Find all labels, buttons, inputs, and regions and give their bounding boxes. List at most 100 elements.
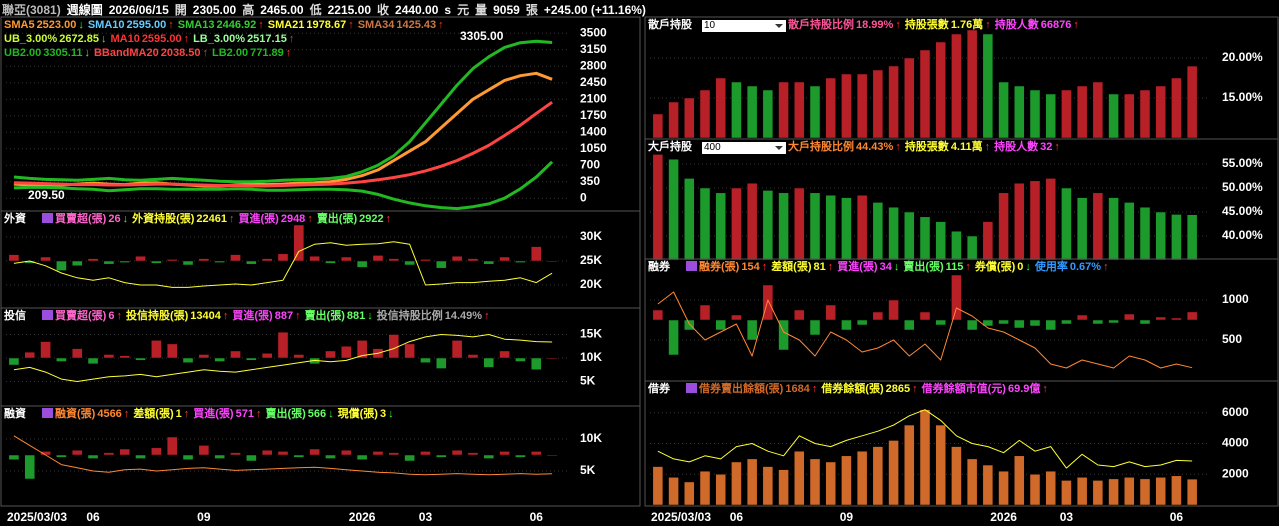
legend-name: 買賣超(張)	[55, 310, 107, 322]
bar	[825, 194, 836, 261]
bar	[420, 357, 431, 363]
bar	[372, 451, 384, 456]
bar	[888, 65, 899, 139]
bar	[1108, 197, 1119, 261]
bar	[261, 449, 273, 456]
bar	[935, 319, 946, 326]
legend-value: 2922	[359, 213, 384, 225]
legend-value: 2672.85	[59, 33, 99, 45]
bar	[746, 319, 758, 341]
bar	[746, 458, 758, 506]
bar	[182, 454, 194, 461]
legend-value: 1978.67	[306, 19, 347, 31]
header-text: 低	[309, 3, 322, 17]
legend-item: SMA10 2595.00 ↑	[88, 18, 176, 32]
legend-value: 2038.50	[160, 47, 201, 59]
line	[13, 100, 553, 188]
legend-name: SMA34	[357, 19, 395, 31]
bar	[1155, 316, 1166, 321]
legend-trend: ↓	[388, 408, 394, 420]
bar	[652, 113, 664, 139]
bar	[135, 357, 146, 361]
legend-trend: ↑	[348, 19, 354, 31]
menu-icon[interactable]	[686, 261, 697, 271]
legend-item: 借券賣出餘額(張) 1684 ↑	[699, 382, 819, 396]
legend-name: 賣出(張)	[316, 213, 358, 225]
panel-frame	[644, 380, 1279, 507]
bar	[888, 440, 899, 506]
bar	[982, 319, 994, 327]
y-tick-label: 30K	[580, 229, 602, 243]
legend-item: 買進(張) 34 ↓	[837, 260, 901, 274]
bar	[198, 258, 210, 262]
bar	[856, 194, 868, 261]
bar	[420, 259, 431, 262]
bar	[71, 449, 83, 456]
legend-name: 賣出(張)	[265, 408, 306, 420]
y-tick-label: 1050	[580, 141, 607, 155]
header-text: 2215.00	[327, 3, 371, 17]
menu-icon[interactable]	[42, 310, 53, 320]
bar	[1029, 319, 1041, 327]
legend-trend: ↑	[827, 261, 834, 273]
bar	[277, 451, 289, 456]
header-text: 收	[377, 3, 390, 17]
y-tick-label: 6000	[1222, 405, 1249, 419]
legend-item: 投信持股(張) 13404 ↑	[126, 309, 230, 323]
bar	[904, 319, 915, 331]
legend-item: 融資(張) 4566 ↑	[55, 407, 131, 421]
legend-item: 現償(張) 3 ↓	[338, 407, 396, 421]
legend-trend: ↑	[123, 408, 130, 420]
legend-trend: ↑	[761, 261, 768, 273]
selector[interactable]: 400	[702, 142, 786, 154]
bar	[340, 449, 352, 456]
menu-icon[interactable]	[42, 213, 53, 223]
y-tick-label: 5K	[580, 463, 596, 477]
header: 聯亞(3081) 週線圖 2026/06/15 開 2305.00 高 2465.00 低 22…	[2, 1, 652, 18]
bar	[277, 253, 289, 262]
annotation: 3305.00	[460, 29, 504, 43]
legend-value: 1425.43	[396, 19, 437, 31]
bar	[1124, 477, 1135, 506]
legend-trend: ↑	[258, 19, 264, 31]
legend: 融資 融資(張) 4566 ↑ 差額(張) 1 ↑ 買進(張) 571 ↑ 賣出(張) 566 ↓ 現償(…	[4, 407, 398, 421]
bar	[668, 319, 679, 356]
selector[interactable]: 10	[702, 20, 786, 32]
menu-icon[interactable]	[42, 408, 53, 418]
bar	[762, 466, 774, 506]
legend-name: 投信持股(張)	[125, 310, 189, 322]
legend-value: 6	[108, 310, 115, 322]
bar	[246, 357, 257, 361]
legend-value: 1.76萬	[950, 19, 984, 31]
bar	[856, 319, 868, 326]
bar	[40, 256, 51, 262]
legend-trend: ↑	[912, 383, 918, 395]
panel-title: 大戶持股	[648, 141, 692, 153]
header-text: 2026/06/15	[108, 3, 169, 17]
bar	[1014, 85, 1025, 139]
bar	[809, 458, 821, 506]
legend-name: 大戶持股比例	[788, 141, 854, 153]
legend-value: 154	[741, 261, 760, 273]
bar	[1045, 178, 1056, 261]
bar	[451, 340, 463, 359]
bar	[40, 341, 51, 359]
bar	[1061, 89, 1072, 139]
bar	[1186, 478, 1198, 506]
bar	[119, 448, 131, 456]
bar	[1076, 477, 1088, 506]
legend-item: 借券餘額市值(元) 69.9億 ↑	[922, 382, 1050, 396]
bar	[293, 354, 305, 359]
bar	[668, 477, 679, 506]
bar	[1155, 211, 1166, 261]
annotation: 209.50	[28, 188, 65, 202]
bar	[794, 309, 805, 321]
bar	[794, 450, 805, 506]
bar	[1171, 317, 1182, 321]
bar	[762, 89, 774, 139]
header-text: 張	[525, 3, 538, 17]
bar	[951, 230, 962, 261]
menu-icon[interactable]	[686, 383, 697, 393]
bar	[499, 350, 510, 359]
legend-item: MA10 2595.00 ↑	[110, 32, 191, 46]
